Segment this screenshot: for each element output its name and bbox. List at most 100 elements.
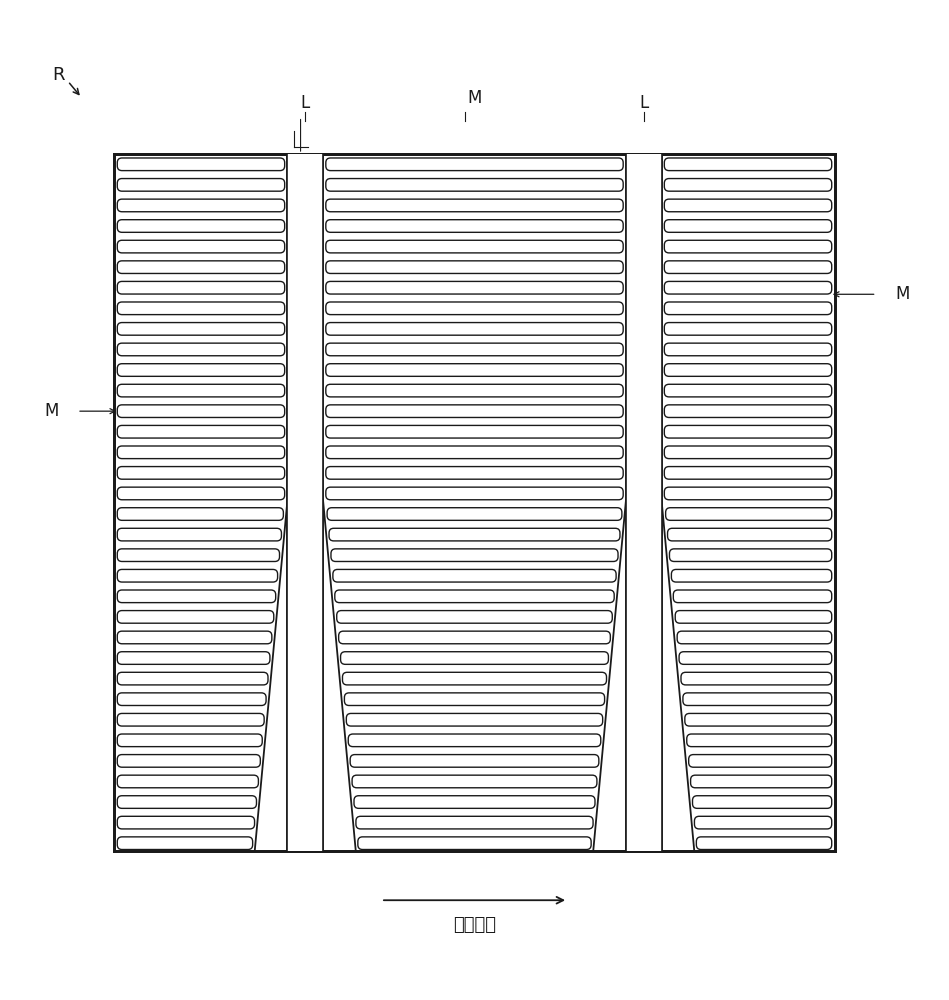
FancyBboxPatch shape <box>118 425 285 438</box>
FancyBboxPatch shape <box>665 508 831 520</box>
FancyBboxPatch shape <box>676 611 831 623</box>
FancyBboxPatch shape <box>326 261 623 273</box>
FancyBboxPatch shape <box>118 405 285 417</box>
FancyBboxPatch shape <box>118 611 273 623</box>
FancyBboxPatch shape <box>687 734 831 747</box>
FancyBboxPatch shape <box>352 775 597 788</box>
FancyBboxPatch shape <box>118 261 285 273</box>
FancyBboxPatch shape <box>683 693 831 705</box>
FancyBboxPatch shape <box>339 631 610 644</box>
FancyBboxPatch shape <box>664 220 831 232</box>
Text: L: L <box>639 94 648 112</box>
FancyBboxPatch shape <box>664 446 831 459</box>
FancyBboxPatch shape <box>664 199 831 212</box>
Bar <box>626 154 661 851</box>
FancyBboxPatch shape <box>326 158 623 171</box>
FancyBboxPatch shape <box>326 384 623 397</box>
FancyBboxPatch shape <box>118 775 258 788</box>
FancyBboxPatch shape <box>664 405 831 417</box>
FancyBboxPatch shape <box>326 323 623 335</box>
FancyBboxPatch shape <box>326 199 623 212</box>
FancyBboxPatch shape <box>664 425 831 438</box>
FancyBboxPatch shape <box>693 796 831 808</box>
FancyBboxPatch shape <box>664 158 831 171</box>
FancyBboxPatch shape <box>326 487 623 500</box>
FancyBboxPatch shape <box>118 693 266 705</box>
FancyBboxPatch shape <box>348 734 601 747</box>
FancyBboxPatch shape <box>331 549 618 561</box>
FancyBboxPatch shape <box>118 837 252 849</box>
FancyBboxPatch shape <box>118 590 275 603</box>
FancyBboxPatch shape <box>664 364 831 376</box>
Text: 滚轧方向: 滚轧方向 <box>453 916 496 934</box>
Text: R: R <box>52 66 65 84</box>
FancyBboxPatch shape <box>118 816 254 829</box>
FancyBboxPatch shape <box>118 446 285 459</box>
Bar <box>115 154 834 851</box>
FancyBboxPatch shape <box>118 343 285 356</box>
FancyBboxPatch shape <box>356 816 593 829</box>
FancyBboxPatch shape <box>326 179 623 191</box>
FancyBboxPatch shape <box>118 302 285 315</box>
FancyBboxPatch shape <box>118 672 268 685</box>
FancyBboxPatch shape <box>691 775 831 788</box>
FancyBboxPatch shape <box>354 796 595 808</box>
FancyBboxPatch shape <box>664 261 831 273</box>
FancyBboxPatch shape <box>678 631 831 644</box>
FancyBboxPatch shape <box>118 755 260 767</box>
Bar <box>288 154 323 851</box>
FancyBboxPatch shape <box>346 713 603 726</box>
FancyBboxPatch shape <box>344 693 605 705</box>
FancyBboxPatch shape <box>118 569 278 582</box>
FancyBboxPatch shape <box>118 734 262 747</box>
Text: M: M <box>895 285 910 303</box>
FancyBboxPatch shape <box>326 343 623 356</box>
FancyBboxPatch shape <box>326 467 623 479</box>
FancyBboxPatch shape <box>118 652 270 664</box>
FancyBboxPatch shape <box>118 220 285 232</box>
FancyBboxPatch shape <box>674 590 831 603</box>
FancyBboxPatch shape <box>326 302 623 315</box>
FancyBboxPatch shape <box>679 652 831 664</box>
FancyBboxPatch shape <box>350 755 599 767</box>
FancyBboxPatch shape <box>118 631 271 644</box>
Text: L: L <box>301 94 310 112</box>
FancyBboxPatch shape <box>358 837 591 849</box>
FancyBboxPatch shape <box>681 672 831 685</box>
FancyBboxPatch shape <box>118 467 285 479</box>
FancyBboxPatch shape <box>118 796 256 808</box>
FancyBboxPatch shape <box>664 467 831 479</box>
FancyBboxPatch shape <box>697 837 831 849</box>
FancyBboxPatch shape <box>118 508 284 520</box>
FancyBboxPatch shape <box>326 281 623 294</box>
FancyBboxPatch shape <box>326 240 623 253</box>
FancyBboxPatch shape <box>118 179 285 191</box>
FancyBboxPatch shape <box>326 446 623 459</box>
FancyBboxPatch shape <box>326 220 623 232</box>
FancyBboxPatch shape <box>326 425 623 438</box>
FancyBboxPatch shape <box>326 364 623 376</box>
FancyBboxPatch shape <box>118 549 280 561</box>
FancyBboxPatch shape <box>664 302 831 315</box>
FancyBboxPatch shape <box>326 405 623 417</box>
FancyBboxPatch shape <box>118 158 285 171</box>
Bar <box>288 154 323 851</box>
FancyBboxPatch shape <box>669 549 831 561</box>
FancyBboxPatch shape <box>685 713 831 726</box>
FancyBboxPatch shape <box>664 384 831 397</box>
FancyBboxPatch shape <box>664 487 831 500</box>
FancyBboxPatch shape <box>118 364 285 376</box>
FancyBboxPatch shape <box>118 528 282 541</box>
Text: M: M <box>44 402 59 420</box>
Text: M: M <box>467 89 482 107</box>
FancyBboxPatch shape <box>341 652 608 664</box>
FancyBboxPatch shape <box>333 569 616 582</box>
FancyBboxPatch shape <box>695 816 831 829</box>
FancyBboxPatch shape <box>118 713 264 726</box>
Bar <box>626 154 661 851</box>
FancyBboxPatch shape <box>118 384 285 397</box>
FancyBboxPatch shape <box>118 487 285 500</box>
FancyBboxPatch shape <box>327 508 622 520</box>
FancyBboxPatch shape <box>329 528 620 541</box>
FancyBboxPatch shape <box>118 199 285 212</box>
